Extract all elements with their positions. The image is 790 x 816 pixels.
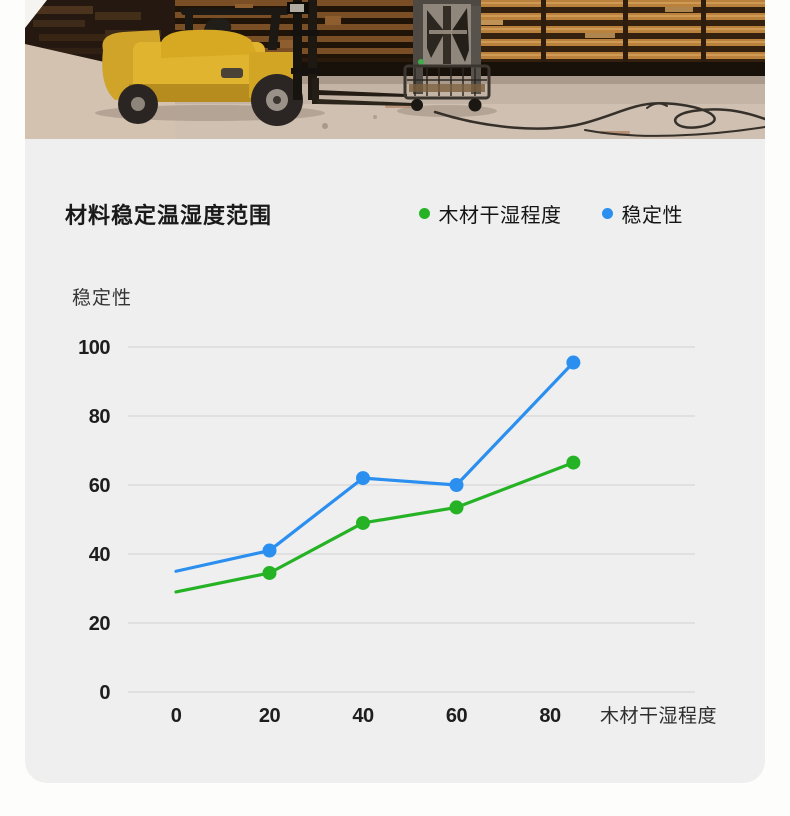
y-axis-title: 稳定性 <box>72 288 133 309</box>
x-axis-title: 木材干湿程度 <box>600 705 717 727</box>
chart-title: 材料稳定温湿度范围 <box>65 203 273 228</box>
data-point <box>566 355 581 370</box>
y-tick-label: 80 <box>89 406 111 428</box>
data-point <box>356 515 370 530</box>
line-chart: 0 20 40 60 80 100 0 20 40 60 80 木材干湿程度 <box>78 337 717 727</box>
y-tick-label: 20 <box>89 613 111 635</box>
y-tick-label: 40 <box>89 544 111 566</box>
data-point <box>566 455 581 470</box>
data-point <box>262 543 277 558</box>
photo-fan-cart <box>403 0 491 112</box>
x-tick-label: 0 <box>171 705 182 727</box>
data-point <box>449 478 464 492</box>
data-point <box>449 500 464 515</box>
x-tick-label: 60 <box>446 705 468 727</box>
data-point <box>356 471 370 486</box>
y-tick-label: 0 <box>99 682 110 704</box>
chart-legend: 木材干湿程度 稳定性 <box>418 199 684 228</box>
photo-right-pallet-stack <box>465 0 765 65</box>
legend-dot-blue <box>601 207 613 219</box>
x-tick-label: 40 <box>352 705 374 727</box>
y-tick-label: 100 <box>78 337 110 359</box>
x-tick-label: 80 <box>539 705 561 727</box>
photo-forklift <box>102 0 413 126</box>
legend-item-wood-dryness: 木材干湿程度 <box>418 199 562 228</box>
legend-label: 稳定性 <box>621 204 683 227</box>
warehouse-photo <box>25 0 765 139</box>
legend-item-stability: 稳定性 <box>601 199 684 228</box>
data-point <box>262 565 277 580</box>
series-line-0 <box>174 460 575 594</box>
y-tick-label: 60 <box>89 475 111 497</box>
legend-dot-green <box>418 207 430 219</box>
series-line-1 <box>174 360 575 573</box>
legend-label: 木材干湿程度 <box>438 204 562 227</box>
content-card: 材料稳定温湿度范围 木材干湿程度 稳定性 稳定性 0 20 40 60 80 100 0 20… <box>25 0 765 783</box>
x-tick-label: 20 <box>259 705 281 727</box>
photo-cables <box>433 102 765 137</box>
